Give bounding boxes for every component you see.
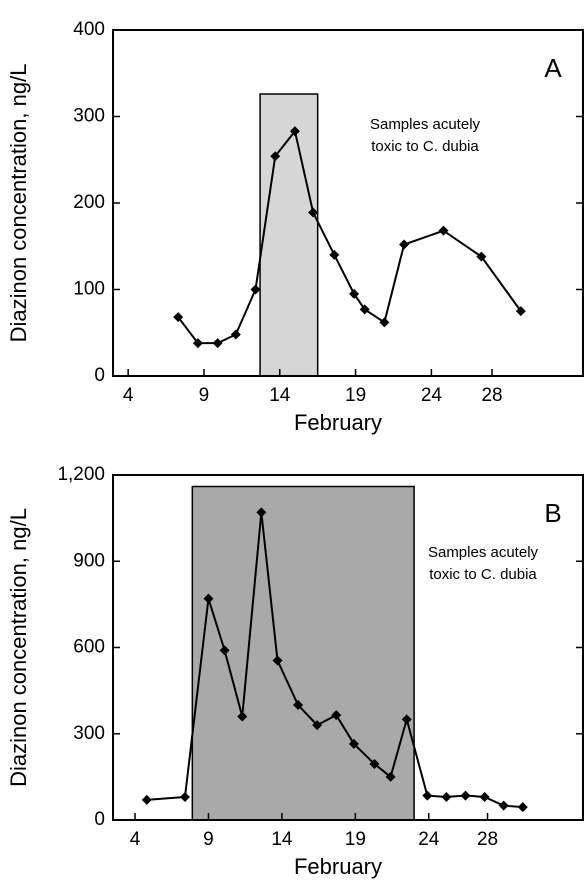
marker	[230, 329, 241, 340]
x-tick-label: 9	[199, 385, 210, 406]
marker	[359, 304, 370, 315]
x-tick-label: 19	[345, 829, 366, 850]
marker	[329, 249, 340, 260]
marker	[441, 792, 452, 802]
marker	[237, 711, 248, 722]
annotation: Samples acutely	[370, 116, 481, 133]
marker	[212, 338, 223, 349]
y-tick-label: 300	[73, 106, 105, 127]
marker	[498, 800, 509, 811]
x-tick-label: 24	[421, 385, 443, 406]
y-tick-label: 100	[73, 279, 105, 300]
x-tick-label: 24	[418, 829, 440, 850]
marker	[348, 738, 359, 749]
marker	[173, 312, 184, 323]
x-tick-label: 28	[481, 385, 502, 406]
annotation: Samples acutely	[428, 544, 539, 561]
marker	[515, 306, 526, 317]
marker	[422, 790, 433, 801]
marker	[476, 251, 487, 262]
marker	[272, 655, 283, 666]
marker	[460, 790, 471, 801]
marker	[401, 714, 412, 725]
y-tick-label: 600	[73, 637, 105, 658]
marker	[192, 338, 203, 349]
x-tick-label: 4	[130, 829, 141, 850]
y-tick-label: 400	[73, 19, 105, 40]
x-axis-title: February	[294, 854, 382, 879]
panel-label: B	[544, 498, 561, 528]
marker	[517, 802, 528, 813]
y-tick-label: 300	[73, 723, 105, 744]
marker	[379, 317, 390, 328]
x-tick-label: 14	[271, 829, 293, 850]
marker	[349, 288, 360, 299]
panel-label: A	[544, 53, 562, 83]
marker	[179, 792, 190, 802]
marker	[219, 645, 230, 656]
annotation: toxic to C. dubia	[371, 138, 479, 155]
x-tick-label: 9	[203, 829, 214, 850]
data-line	[177, 128, 522, 345]
x-tick-label: 4	[123, 385, 134, 406]
x-tick-label: 28	[477, 829, 498, 850]
marker	[141, 794, 152, 805]
marker	[289, 126, 300, 137]
marker	[293, 700, 304, 710]
y-tick-label: 200	[73, 192, 105, 213]
marker	[250, 284, 261, 295]
x-axis-title: February	[294, 410, 382, 435]
y-axis-title: Diazinon concentration, ng/L	[6, 64, 31, 343]
y-tick-label: 0	[94, 365, 105, 386]
marker	[385, 771, 396, 782]
shaded-region	[259, 93, 319, 377]
y-tick-label: 1,200	[57, 464, 105, 485]
y-tick-label: 0	[94, 809, 105, 830]
marker	[312, 720, 323, 731]
marker	[369, 758, 380, 769]
marker	[308, 207, 319, 218]
marker	[270, 151, 281, 162]
y-axis-title: Diazinon concentration, ng/L	[6, 508, 31, 787]
annotation: toxic to C. dubia	[429, 566, 537, 583]
marker	[203, 593, 214, 604]
marker	[479, 792, 490, 802]
x-tick-label: 14	[269, 385, 291, 406]
marker	[399, 239, 410, 250]
y-tick-label: 900	[73, 550, 105, 571]
marker	[256, 507, 267, 518]
marker	[331, 710, 342, 721]
marker	[438, 225, 449, 236]
x-tick-label: 19	[345, 385, 366, 406]
